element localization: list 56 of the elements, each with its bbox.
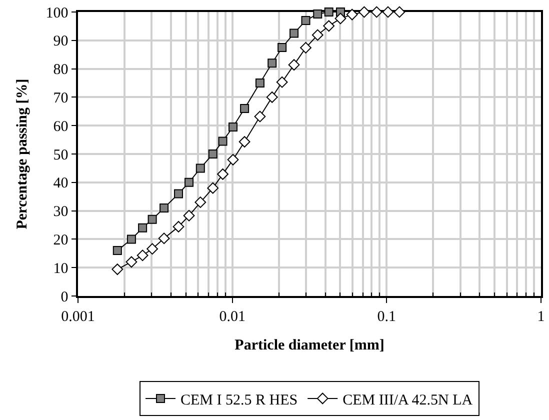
y-tick-label: 80	[53, 62, 68, 78]
point	[313, 9, 322, 18]
point	[146, 243, 158, 255]
point	[148, 214, 157, 224]
point	[394, 6, 406, 18]
point	[217, 168, 228, 180]
point	[290, 28, 299, 38]
y-axis-title: Percentage passing [%]	[14, 78, 30, 230]
point	[288, 59, 300, 71]
y-tick-label: 60	[53, 118, 68, 135]
y-tick-label: 50	[53, 147, 68, 164]
y-tick-label: 20	[53, 232, 68, 248]
point	[112, 264, 124, 275]
x-tick-label: 0.001	[61, 308, 95, 325]
x-tick-label: 0.01	[219, 308, 246, 325]
point	[255, 78, 264, 88]
y-tick-label: 100	[46, 5, 68, 22]
y-tick-label: 30	[53, 204, 68, 220]
point	[382, 6, 394, 18]
point	[112, 246, 122, 256]
y-tick-label: 90	[53, 34, 68, 50]
point	[323, 20, 335, 32]
point	[266, 92, 278, 103]
point	[138, 223, 148, 232]
point	[301, 16, 310, 26]
point	[136, 250, 148, 262]
point	[207, 182, 219, 194]
x-tick-label: 1	[537, 308, 545, 325]
point	[208, 150, 218, 158]
point	[184, 178, 194, 187]
x-tick-label: 0.1	[377, 308, 396, 325]
point	[300, 42, 312, 54]
point	[324, 8, 334, 16]
point	[218, 136, 228, 146]
point	[196, 164, 205, 173]
point	[276, 76, 288, 88]
legend-label: CEM III/A 42.5N LA	[342, 392, 473, 408]
y-tick-label: 70	[53, 90, 68, 106]
point	[358, 6, 370, 18]
y-tick-label: 10	[53, 260, 68, 277]
point	[158, 232, 170, 244]
point	[278, 43, 287, 52]
point	[370, 6, 382, 18]
legend-label: CEM I 52.5 R HES	[180, 392, 298, 408]
point	[346, 8, 358, 20]
point	[312, 29, 324, 41]
x-axis-title: Particle diameter [mm]	[234, 337, 384, 354]
point	[126, 234, 136, 244]
point	[160, 203, 169, 212]
point	[126, 256, 138, 268]
y-tick-label: 0	[60, 289, 68, 306]
y-tick-label: 40	[53, 176, 68, 192]
point	[183, 210, 195, 222]
point	[334, 12, 346, 24]
point	[194, 196, 206, 208]
point	[254, 110, 266, 122]
